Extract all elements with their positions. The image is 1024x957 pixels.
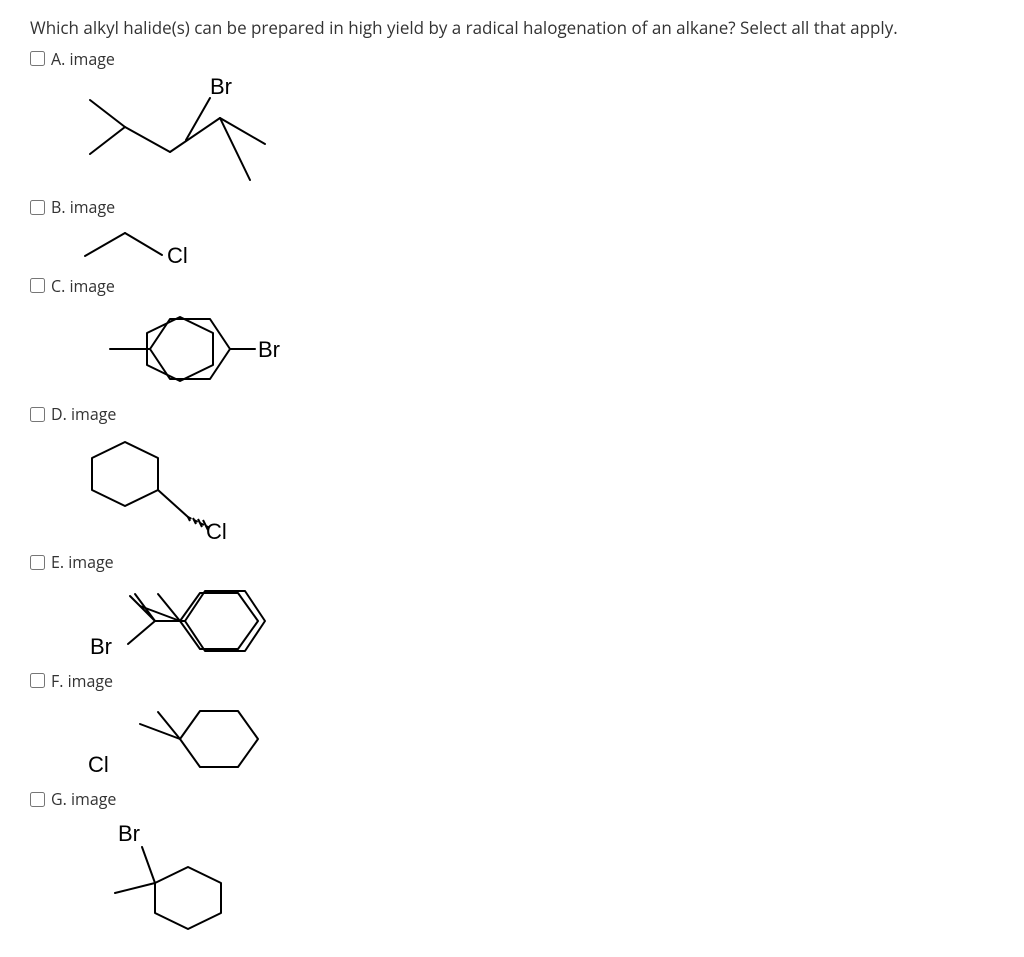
question-text: Which alkyl halide(s) can be prepared in… — [30, 16, 994, 40]
option-b: B. image Cl — [30, 196, 994, 272]
option-b-checkbox[interactable] — [30, 200, 45, 215]
structure-a-icon: Br — [70, 72, 300, 192]
structure-c-icon-2: Br — [70, 299, 310, 399]
option-a-checkbox[interactable] — [30, 51, 45, 66]
structure-f-icon: Cl — [70, 694, 280, 784]
label-br: Br — [90, 634, 112, 659]
option-c-label: C. image — [51, 275, 115, 297]
option-c-checkbox[interactable] — [30, 278, 45, 293]
label-cl: Cl — [206, 519, 227, 544]
question-block: Which alkyl halide(s) can be prepared in… — [0, 0, 1024, 957]
option-d-checkbox[interactable] — [30, 407, 45, 422]
option-d: D. image Cl — [30, 403, 994, 549]
option-c-structure: Br — [30, 297, 994, 401]
option-g-checkbox[interactable] — [30, 792, 45, 807]
option-g: G. image Br — [30, 788, 994, 934]
option-a-row[interactable]: A. image — [30, 48, 994, 70]
option-f-row[interactable]: F. image — [30, 670, 994, 692]
option-d-row[interactable]: D. image — [30, 403, 994, 425]
option-e-row[interactable]: E. image — [30, 551, 994, 573]
label-br: Br — [258, 337, 280, 362]
option-e: E. image Br — [30, 551, 994, 667]
option-f-label: F. image — [51, 670, 113, 692]
label-br: Br — [118, 821, 140, 846]
option-c: C. image Br — [30, 275, 994, 401]
option-a: A. image Br — [30, 48, 994, 194]
label-cl: Cl — [88, 752, 109, 777]
option-e-checkbox[interactable] — [30, 555, 45, 570]
option-a-structure: Br — [30, 70, 994, 194]
option-g-structure: Br — [30, 811, 994, 935]
structure-d-icon: Cl — [70, 427, 270, 547]
option-a-label: A. image — [51, 48, 115, 70]
option-d-label: D. image — [51, 403, 116, 425]
label-cl: Cl — [167, 243, 188, 268]
structure-g-icon: Br — [70, 813, 270, 933]
label-br: Br — [210, 74, 232, 99]
option-f-checkbox[interactable] — [30, 673, 45, 688]
option-f: F. image Cl — [30, 670, 994, 786]
option-c-row[interactable]: C. image — [30, 275, 994, 297]
option-e-structure: Br — [30, 574, 994, 668]
option-f-structure: Cl — [30, 692, 994, 786]
option-b-label: B. image — [51, 196, 115, 218]
option-d-structure: Cl — [30, 425, 994, 549]
option-e-label: E. image — [51, 551, 114, 573]
option-g-row[interactable]: G. image — [30, 788, 994, 810]
option-b-structure: Cl — [30, 219, 994, 273]
option-b-row[interactable]: B. image — [30, 196, 994, 218]
option-g-label: G. image — [51, 788, 116, 810]
structure-b-icon: Cl — [70, 221, 230, 271]
